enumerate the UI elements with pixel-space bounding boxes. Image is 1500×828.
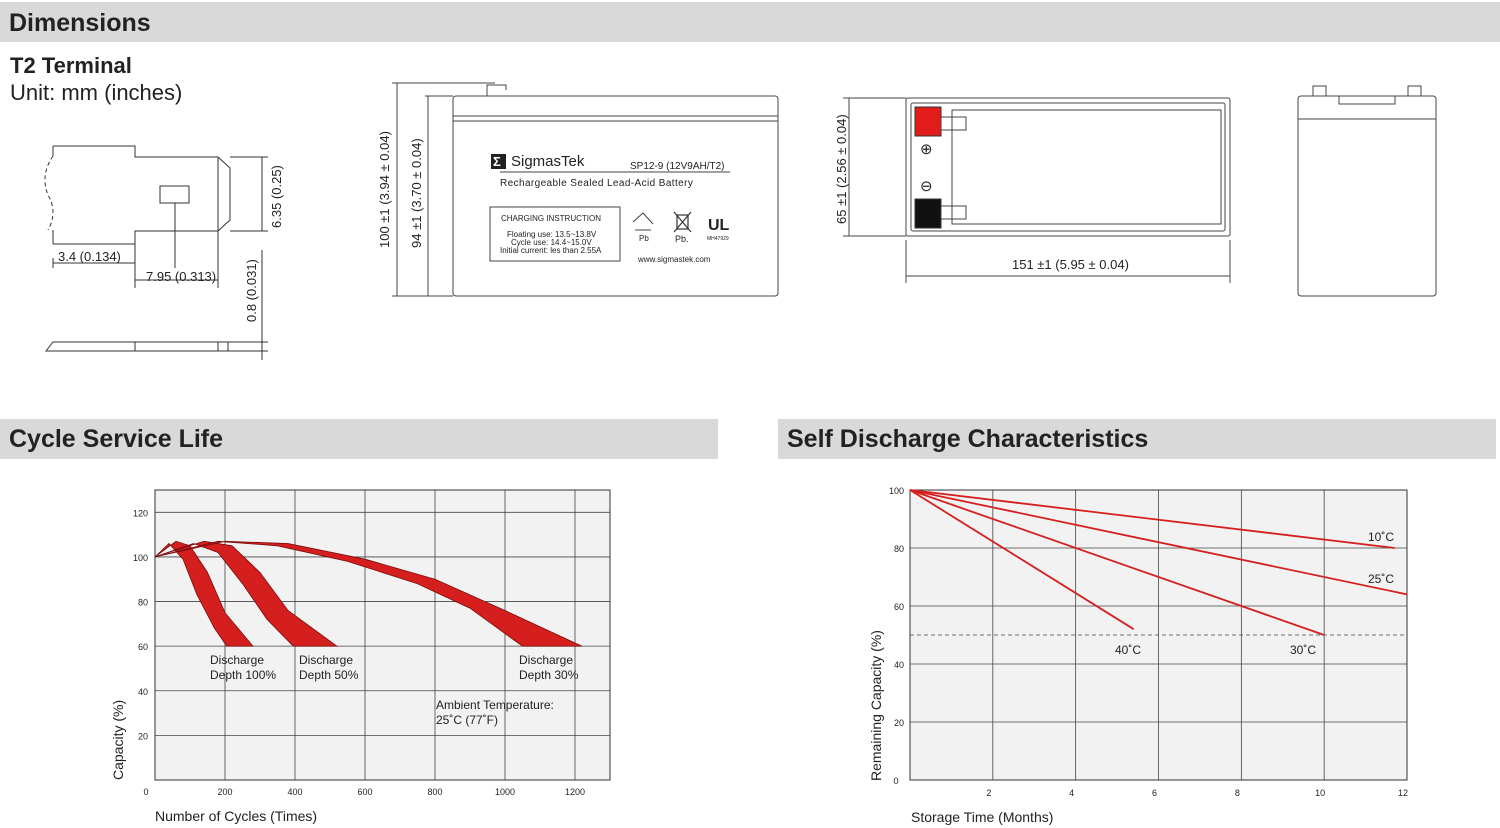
- y-tick-label: 100: [133, 553, 148, 563]
- discharge-line: [909, 489, 1395, 549]
- battery-model: SP12-9 (12V9AH/T2): [630, 161, 725, 172]
- y-tick-label: 60: [894, 602, 904, 612]
- annotation-label: Depth 50%: [299, 668, 359, 682]
- ul-logo-icon: UL: [708, 217, 730, 234]
- svg-text:Σ: Σ: [493, 154, 501, 169]
- y-tick-label: 40: [894, 660, 904, 670]
- brand-name: SigmasTek: [511, 153, 585, 170]
- dim-total-height: 100 ±1 (3.94 ± 0.04): [377, 131, 392, 248]
- x-axis-label: Storage Time (Months): [911, 809, 1053, 825]
- dim-case-height: 94 ±1 (3.70 ± 0.04): [409, 138, 424, 248]
- series-label: 25˚C: [1368, 572, 1394, 586]
- charging-line-1: Floating use: 13.5~13.8V: [507, 230, 597, 239]
- battery-front-view: [392, 82, 779, 297]
- terminal-unit: Unit: mm (inches): [10, 80, 183, 105]
- x-tick-label: 6: [1152, 788, 1157, 798]
- capacity-band: [154, 540, 583, 647]
- series-label: 40˚C: [1115, 643, 1141, 657]
- annotation-label: Depth 100%: [210, 668, 276, 682]
- y-tick-label: 100: [889, 486, 904, 496]
- battery-description: Rechargeable Sealed Lead-Acid Battery: [500, 178, 693, 189]
- x-tick-label: 600: [357, 787, 372, 797]
- dim-length: 151 ±1 (5.95 ± 0.04): [1012, 257, 1129, 272]
- x-tick-label: 1200: [565, 787, 585, 797]
- dimensions-header: Dimensions: [0, 2, 1500, 42]
- charging-line-3: Initial current: les than 2.55A: [500, 246, 602, 255]
- capacity-band: [154, 540, 254, 647]
- plus-icon: ⊕: [920, 141, 933, 158]
- battery-url: www.sigmastek.com: [637, 255, 711, 264]
- y-axis-label: Remaining Capacity (%): [868, 630, 884, 781]
- recycle-pb-label: Pb: [639, 234, 649, 243]
- y-axis-label: Capacity (%): [110, 700, 126, 780]
- dim-hole-width: 7.95 (0.313): [146, 269, 216, 284]
- series-label: 30˚C: [1290, 643, 1316, 657]
- y-tick-label: 20: [894, 718, 904, 728]
- dim-tab-height: 6.35 (0.25): [269, 165, 284, 228]
- discharge-line: [909, 489, 1408, 596]
- self-discharge-header: Self Discharge Characteristics: [778, 419, 1496, 459]
- y-tick-label: 0: [893, 776, 898, 786]
- battery-side-view: [1297, 85, 1437, 297]
- x-tick-label: 400: [287, 787, 302, 797]
- annotation-label: Depth 30%: [519, 668, 579, 682]
- y-tick-label: 20: [138, 731, 148, 741]
- x-tick-label: 0: [143, 787, 148, 797]
- annotation-label: Discharge: [210, 653, 264, 667]
- discharge-line: [909, 489, 1325, 636]
- series-label: 10˚C: [1368, 530, 1394, 544]
- crossed-bin-icon: [673, 211, 692, 233]
- capacity-band: [154, 540, 339, 647]
- y-tick-label: 80: [894, 544, 904, 554]
- x-axis-label: Number of Cycles (Times): [155, 808, 317, 824]
- terminal-title: T2 Terminal: [10, 53, 132, 78]
- brand-logo: Σ: [491, 154, 506, 169]
- annotation-label: 25˚C (77˚F): [436, 713, 498, 727]
- y-tick-label: 40: [138, 687, 148, 697]
- x-tick-label: 10: [1315, 788, 1325, 798]
- discharge-line: [909, 489, 1135, 630]
- positive-terminal: [914, 106, 942, 137]
- battery-top-view: [843, 97, 1231, 283]
- recycle-icon: [632, 212, 654, 231]
- terminal-drawing: [44, 145, 268, 360]
- x-tick-label: 4: [1069, 788, 1074, 798]
- y-tick-label: 80: [138, 598, 148, 608]
- section-title: Self Discharge Characteristics: [787, 425, 1149, 453]
- dim-width: 65 ±1 (2.56 ± 0.04): [834, 114, 849, 224]
- x-tick-label: 8: [1235, 788, 1240, 798]
- section-title: Dimensions: [9, 9, 151, 37]
- charging-title: CHARGING INSTRUCTION: [501, 214, 601, 223]
- x-tick-label: 12: [1398, 788, 1408, 798]
- x-tick-label: 200: [217, 787, 232, 797]
- x-tick-label: 1000: [495, 787, 515, 797]
- y-tick-label: 60: [138, 642, 148, 652]
- x-tick-label: 2: [986, 788, 991, 798]
- annotation-label: Discharge: [299, 653, 353, 667]
- minus-icon: ⊖: [920, 178, 933, 195]
- ul-code: MH47929: [707, 236, 729, 242]
- annotation-label: Discharge: [519, 653, 573, 667]
- dim-offset: 3.4 (0.134): [58, 249, 121, 264]
- dim-thickness: 0.8 (0.031): [244, 259, 259, 322]
- cycle-life-header: Cycle Service Life: [0, 419, 718, 459]
- section-title: Cycle Service Life: [9, 425, 224, 453]
- x-tick-label: 800: [427, 787, 442, 797]
- annotation-label: Ambient Temperature:: [436, 698, 554, 712]
- charging-line-2: Cycle use: 14.4~15.0V: [511, 238, 592, 247]
- bin-pb-label: Pb.: [675, 234, 689, 244]
- y-tick-label: 120: [133, 508, 148, 518]
